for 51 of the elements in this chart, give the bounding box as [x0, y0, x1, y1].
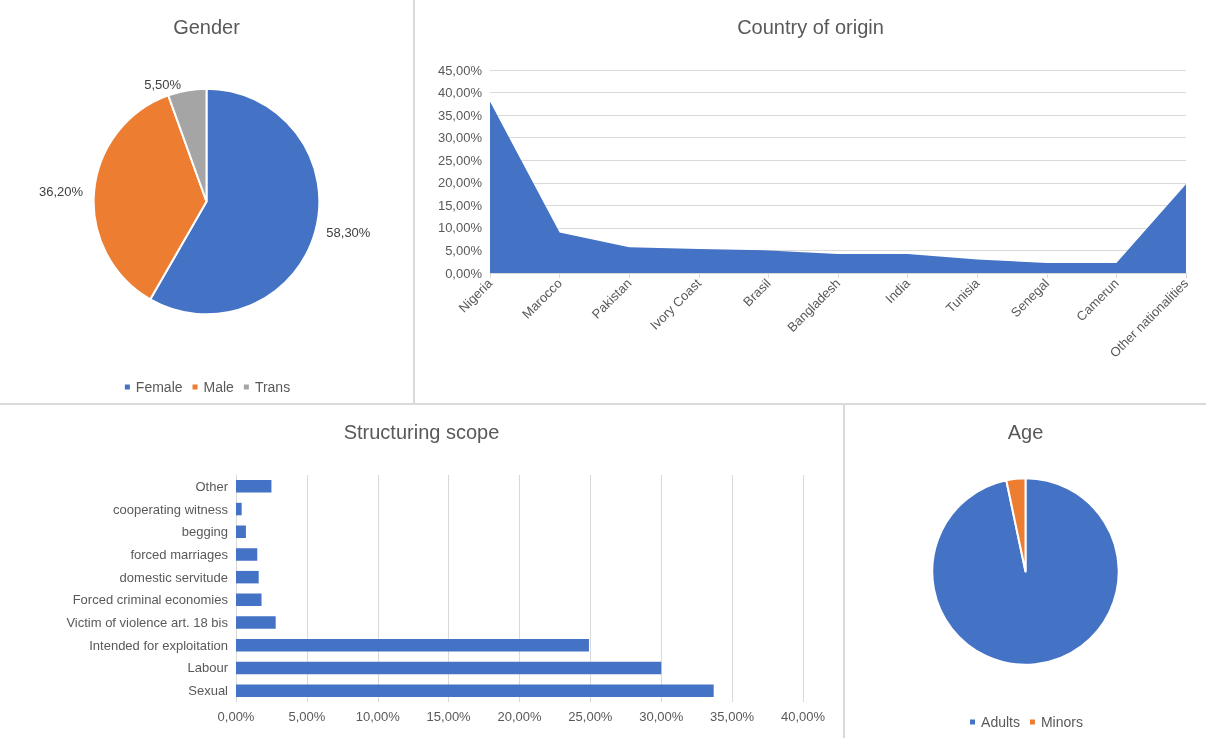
bar	[236, 616, 276, 629]
y-tick-label: 45,00%	[437, 62, 483, 78]
x-tick-label: 40,00%	[780, 709, 826, 724]
legend-label: Male	[203, 379, 235, 395]
x-tick-label: 25,00%	[568, 709, 613, 724]
bar	[236, 593, 262, 607]
y-tick-label: Sexual	[188, 683, 229, 699]
y-tick-label: Intended for exploitation	[89, 637, 228, 653]
x-tick-label: 15,00%	[426, 709, 472, 724]
x-tick-label: 20,00%	[497, 709, 542, 724]
y-tick-label: 5,00%	[445, 242, 483, 258]
y-tick-label: 20,00%	[437, 175, 483, 191]
bar	[236, 525, 246, 538]
bar	[236, 570, 259, 584]
bar	[236, 639, 589, 652]
legend-label: Minors	[1040, 714, 1083, 730]
chart-title: Country of origin	[737, 16, 884, 38]
x-tick-label: 30,00%	[639, 709, 684, 724]
y-tick-label: forced marriages	[130, 546, 229, 562]
bar	[236, 502, 242, 516]
legend-label: Female	[135, 379, 183, 395]
bar	[236, 548, 258, 561]
y-tick-label: Victim of violence art. 18 bis	[66, 615, 229, 631]
y-tick-label: 40,00%	[437, 85, 483, 101]
chart-title: Age	[1007, 421, 1044, 443]
bar	[236, 684, 714, 697]
y-tick-label: cooperating witness	[113, 501, 229, 517]
bar	[236, 661, 662, 675]
y-tick-label: Other	[195, 478, 229, 494]
y-tick-label: 35,00%	[437, 107, 483, 123]
chart-title: Gender	[173, 16, 241, 38]
bar	[236, 480, 272, 493]
y-tick-label: 30,00%	[437, 130, 483, 146]
x-tick-label: 35,00%	[710, 709, 755, 724]
legend-label: Trans	[254, 379, 291, 395]
y-tick-label: begging	[181, 524, 228, 540]
data-label: 58,30%	[326, 224, 371, 240]
data-label: 36,20%	[39, 183, 84, 199]
legend-label: Adults	[981, 714, 1020, 730]
y-tick-label: 15,00%	[437, 197, 483, 213]
y-tick-label: Forced criminal economies	[72, 592, 229, 608]
chart-title: Structuring scope	[343, 421, 500, 443]
data-label: 5,50%	[144, 76, 182, 92]
x-tick-label: 10,00%	[355, 709, 401, 724]
y-tick-label: Labour	[187, 660, 229, 676]
y-tick-label: 0,00%	[445, 265, 483, 281]
x-tick-label: 5,00%	[288, 709, 326, 724]
y-tick-label: 25,00%	[437, 152, 483, 168]
x-tick-label: 0,00%	[217, 709, 255, 724]
y-tick-label: domestic servitude	[119, 569, 228, 585]
y-tick-label: 10,00%	[437, 220, 483, 236]
